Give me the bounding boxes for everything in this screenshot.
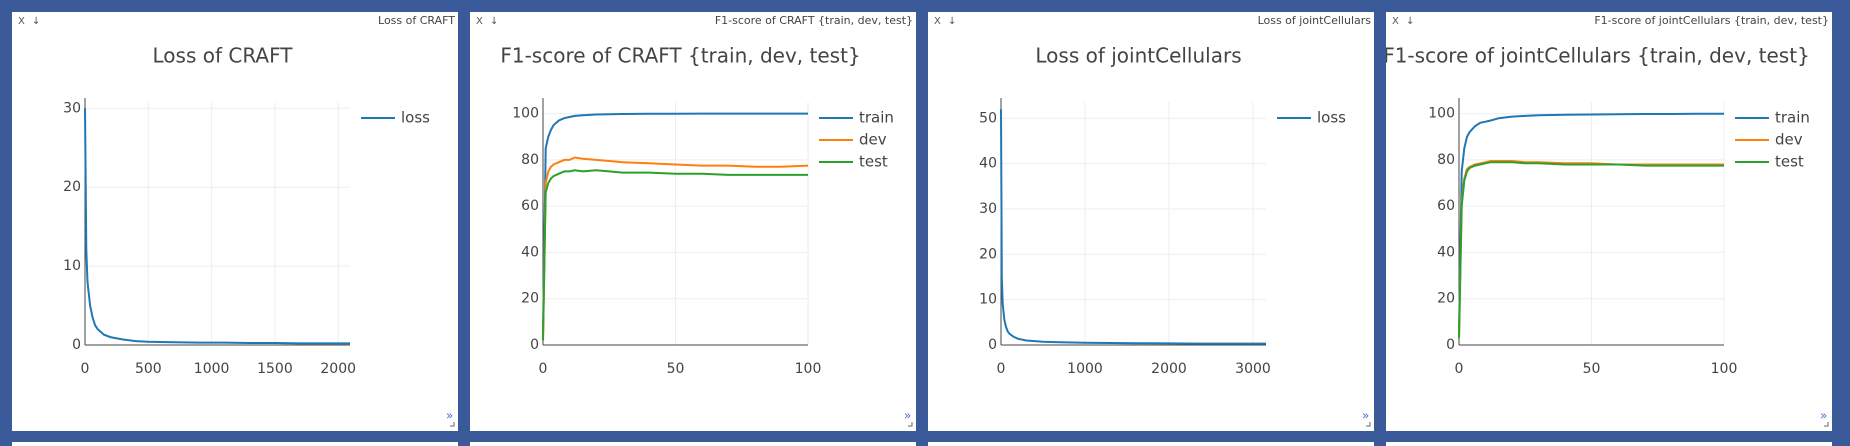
download-button[interactable]: ↓	[948, 16, 956, 27]
download-button[interactable]: ↓	[490, 16, 498, 27]
window-title: F1-score of jointCellulars {train, dev, …	[1594, 14, 1829, 27]
close-button[interactable]: X	[934, 16, 941, 27]
window-pane: X ↓ F1-score of CRAFT {train, dev, test} » F…	[470, 12, 916, 431]
x-tick-label: 0	[1455, 361, 1464, 377]
chart: X ↓ F1-score of CRAFT {train, dev, test} » F…	[476, 14, 913, 427]
close-button[interactable]: X	[476, 16, 483, 27]
next-row-pane	[928, 442, 1374, 446]
x-tick-label: 2000	[320, 361, 356, 377]
next-row-pane	[470, 442, 916, 446]
resize-handle[interactable]	[908, 422, 913, 427]
x-tick-label: 0	[81, 361, 90, 377]
y-tick-label: 0	[72, 337, 81, 353]
y-tick-label: 80	[521, 152, 539, 168]
y-tick-label: 40	[979, 156, 997, 172]
window-title: Loss of jointCellulars	[1258, 14, 1372, 27]
y-tick-label: 0	[1446, 337, 1455, 353]
x-tick-label: 100	[795, 361, 822, 377]
resize-handle[interactable]	[450, 422, 455, 427]
resize-handle[interactable]	[1824, 422, 1829, 427]
series-line	[1000, 109, 1266, 345]
y-tick-label: 30	[63, 100, 81, 116]
chart: X ↓ Loss of jointCellulars » Loss of jointCe…	[934, 14, 1372, 427]
y-tick-label: 20	[1437, 291, 1455, 307]
y-tick-label: 40	[1437, 244, 1455, 260]
window-title: Loss of CRAFT	[378, 14, 455, 27]
x-tick-label: 1000	[1067, 361, 1103, 377]
y-tick-label: 30	[979, 201, 997, 217]
legend-label: loss	[401, 109, 430, 127]
chart: X ↓ F1-score of jointCellulars {train, dev…	[1383, 14, 1829, 427]
y-tick-label: 10	[63, 258, 81, 274]
series-line	[1458, 161, 1724, 339]
y-tick-label: 60	[521, 198, 539, 214]
x-tick-label: 3000	[1235, 361, 1271, 377]
close-button[interactable]: X	[1392, 16, 1399, 27]
next-row-pane	[1386, 442, 1832, 446]
chart-title: Loss of jointCellulars	[1035, 44, 1241, 68]
y-tick-label: 20	[979, 246, 997, 262]
x-tick-label: 50	[1583, 361, 1601, 377]
x-tick-label: 0	[997, 361, 1006, 377]
y-tick-label: 20	[521, 291, 539, 307]
y-tick-label: 100	[512, 106, 539, 122]
resize-handle[interactable]	[1366, 422, 1371, 427]
legend-label: dev	[1775, 131, 1803, 149]
y-tick-label: 20	[63, 179, 81, 195]
expand-icon[interactable]: »	[446, 409, 453, 423]
y-tick-label: 50	[979, 110, 997, 126]
y-tick-label: 100	[1428, 106, 1455, 122]
legend-label: dev	[859, 131, 887, 149]
y-tick-label: 60	[1437, 198, 1455, 214]
y-tick-label: 80	[1437, 152, 1455, 168]
series-line	[1458, 112, 1724, 334]
window-title: F1-score of CRAFT {train, dev, test}	[715, 14, 913, 27]
y-tick-label: 10	[979, 292, 997, 308]
chart-title: F1-score of CRAFT {train, dev, test}	[500, 44, 860, 68]
chart: X ↓ Loss of CRAFT » Loss of CRAFT 0 10 20 30 0 500…	[18, 14, 455, 427]
legend-label: train	[859, 109, 894, 127]
close-button[interactable]: X	[18, 16, 25, 27]
x-tick-label: 1000	[194, 361, 230, 377]
legend-label: train	[1775, 109, 1810, 127]
window-pane: X ↓ Loss of CRAFT » Loss of CRAFT 0 10 20 30 0 500…	[12, 12, 458, 431]
x-tick-label: 50	[667, 361, 685, 377]
next-row-pane	[12, 442, 458, 446]
x-tick-label: 0	[539, 361, 548, 377]
legend-label: test	[859, 153, 888, 171]
download-button[interactable]: ↓	[32, 16, 40, 27]
legend-label: loss	[1317, 109, 1346, 127]
x-tick-label: 500	[135, 361, 162, 377]
expand-icon[interactable]: »	[1362, 409, 1369, 423]
x-tick-label: 2000	[1151, 361, 1187, 377]
x-tick-label: 1500	[257, 361, 293, 377]
chart-title: F1-score of jointCellulars {train, dev, …	[1386, 44, 1810, 68]
legend-label: test	[1775, 153, 1804, 171]
window-pane: X ↓ Loss of jointCellulars » Loss of jointCe…	[928, 12, 1374, 431]
expand-icon[interactable]: »	[904, 409, 911, 423]
series-line	[542, 156, 809, 341]
series-line	[84, 108, 350, 345]
window-pane: X ↓ F1-score of jointCellulars {train, dev…	[1383, 12, 1832, 431]
y-tick-label: 40	[521, 244, 539, 260]
chart-title: Loss of CRAFT	[153, 44, 294, 68]
download-button[interactable]: ↓	[1406, 16, 1414, 27]
expand-icon[interactable]: »	[1820, 409, 1827, 423]
x-tick-label: 100	[1711, 361, 1738, 377]
series-line	[542, 112, 808, 334]
series-line	[542, 169, 808, 341]
y-tick-label: 0	[988, 337, 997, 353]
y-tick-label: 0	[530, 337, 539, 353]
